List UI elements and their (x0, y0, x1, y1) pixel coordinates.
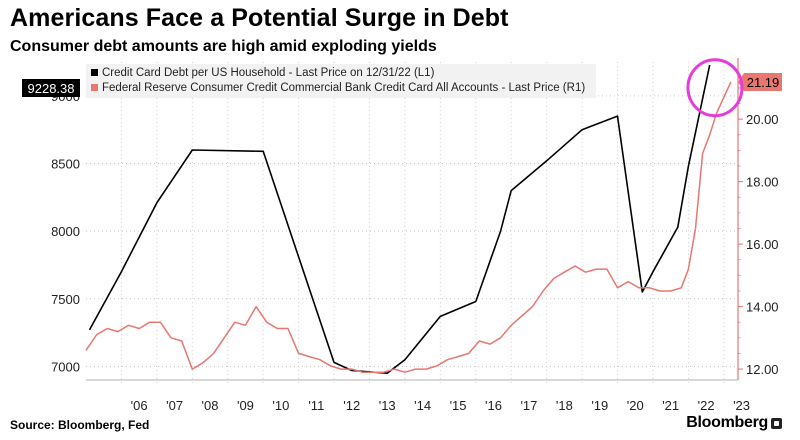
brand-logo: Bloomberg (686, 414, 768, 431)
x-tick-label: '18 (556, 398, 573, 413)
series-line-credit-card-debt (88, 64, 711, 375)
right-tick-label: 18.00 (746, 175, 779, 190)
legend-label: Federal Reserve Consumer Credit Commerci… (102, 82, 585, 94)
x-tick-label: '15 (450, 398, 467, 413)
legend-swatch (91, 69, 98, 76)
x-tick-label: '12 (343, 398, 360, 413)
legend-swatch (91, 84, 98, 91)
x-tick-label: '23 (733, 398, 750, 413)
right-tick-label: 16.00 (746, 237, 779, 252)
x-tick-label: '20 (627, 398, 644, 413)
legend-label: Credit Card Debt per US Household - Last… (102, 67, 435, 79)
x-tick-label: '09 (237, 398, 254, 413)
x-tick-label: '22 (698, 398, 715, 413)
x-axis: '06 '07 '08 '09 '10 '11 '12 '13 '14 '15 '16 '17 '18 '… (86, 379, 750, 413)
x-tick-label: '10 (272, 398, 289, 413)
x-tick-label: '06 (131, 398, 148, 413)
legend: Credit Card Debt per US Household - Last… (86, 64, 596, 98)
x-tick-label: '13 (379, 398, 396, 413)
series-lines (85, 64, 732, 375)
right-last-value-tag (738, 72, 782, 91)
grid-lines (86, 62, 738, 386)
bloomberg-logo-icon (771, 418, 782, 429)
legend-box (86, 64, 596, 98)
left-tick-label: 8500 (51, 156, 80, 171)
left-last-value-tag (22, 79, 80, 97)
series-line-fed-consumer-credit (85, 81, 732, 373)
right-last-value: 21.19 (747, 75, 780, 90)
left-tick-label: 8000 (51, 224, 80, 239)
x-tick-label: '21 (662, 398, 679, 413)
source-note: Source: Bloomberg, Fed (10, 418, 150, 432)
highlight-circle (686, 58, 744, 118)
x-tick-label: '17 (520, 398, 537, 413)
right-tick-label: 20.00 (746, 112, 779, 127)
x-tick-label: '08 (202, 398, 219, 413)
left-axis: 70007500800085009000 (51, 89, 80, 375)
right-tick-label: 14.00 (746, 300, 779, 315)
chart-title: Americans Face a Potential Surge in Debt (10, 4, 509, 32)
left-tick-label: 7000 (51, 359, 80, 374)
x-tick-label: '19 (591, 398, 608, 413)
x-tick-label: '14 (414, 398, 431, 413)
annotations: 9228.38 21.19 (22, 58, 782, 118)
chart-subtitle: Consumer debt amounts are high amid expl… (10, 38, 437, 55)
x-tick-label: '11 (308, 398, 324, 413)
x-tick-label: '07 (166, 398, 183, 413)
right-tick-label: 12.00 (746, 362, 779, 377)
left-last-value: 9228.38 (28, 81, 75, 96)
left-tick-label: 7500 (51, 292, 80, 307)
x-tick-label: '16 (485, 398, 502, 413)
right-axis: 12.00 14.00 16.00 18.00 20.00 (737, 58, 779, 380)
